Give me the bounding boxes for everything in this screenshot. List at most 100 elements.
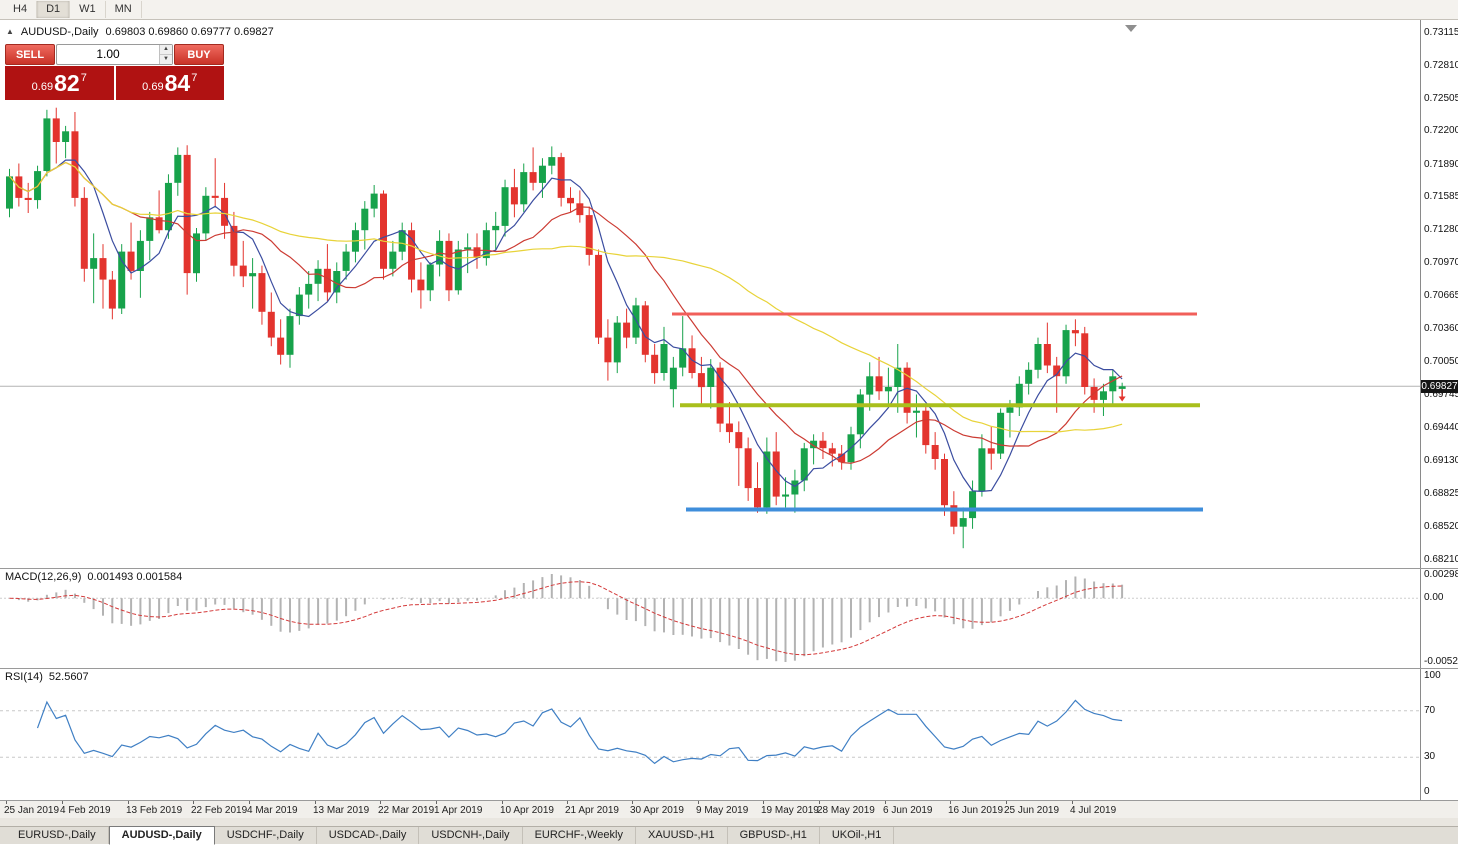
candle-body [323, 268, 331, 293]
candle-body [211, 195, 219, 198]
volume-input[interactable]: 1.00 ▲ ▼ [56, 44, 173, 65]
volume-value[interactable]: 1.00 [96, 47, 120, 61]
volume-spin-up-icon[interactable]: ▲ [160, 45, 172, 55]
candle-body [118, 251, 126, 309]
y-axis-label: 0.72200 [1424, 125, 1458, 136]
candle-body [1006, 407, 1014, 413]
chart-tab-xauusd-h1[interactable]: XAUUSD-,H1 [636, 827, 728, 844]
timeframe-button-mn[interactable]: MN [106, 1, 142, 18]
macd-name: MACD(12,26,9) [5, 571, 82, 583]
macd-signal-line [9, 581, 1123, 656]
x-axis-tick [502, 801, 503, 804]
y-axis-label: 0.70050 [1424, 356, 1458, 367]
time-scale[interactable]: 25 Jan 2019 4 Feb 2019 13 Feb 2019 22 Feb 2… [0, 800, 1458, 818]
candle-body [1053, 365, 1061, 377]
candle-body [482, 230, 490, 259]
chart-shift-icon[interactable] [1125, 25, 1137, 32]
candle-body [492, 225, 500, 231]
rsi-panel-canvas[interactable] [0, 668, 1420, 800]
x-axis-label: 25 Jan 2019 [4, 805, 60, 816]
x-axis-tick [436, 801, 437, 804]
candle-body [791, 480, 799, 495]
candle-body [987, 448, 995, 454]
one-click-trading-panel: SELL 1.00 ▲ ▼ BUY 0.69 82 7 0.69 84 7 [5, 44, 224, 100]
candle-body [174, 154, 182, 183]
candle-body [1071, 330, 1079, 334]
timeframe-button-w1[interactable]: W1 [70, 1, 106, 18]
sell-price-box[interactable]: 0.69 82 7 [5, 66, 114, 100]
panel-separator-macd[interactable] [0, 568, 1458, 569]
sell-button[interactable]: SELL [5, 44, 55, 65]
y-axis-label: 0.71890 [1424, 159, 1458, 170]
x-axis-label: 22 Mar 2019 [378, 805, 435, 816]
buy-price-box[interactable]: 0.69 84 7 [115, 66, 224, 100]
candle-body [239, 265, 247, 277]
candle-body [679, 348, 687, 368]
candle-body [800, 448, 808, 481]
chart-tab-usdcnh-daily[interactable]: USDCNH-,Daily [419, 827, 523, 844]
candle-body [1034, 344, 1042, 370]
chart-tab-usdcad-daily[interactable]: USDCAD-,Daily [317, 827, 420, 844]
ma-line-14 [9, 161, 1123, 464]
x-axis-label: 9 May 2019 [696, 805, 749, 816]
candle-body [754, 488, 761, 508]
x-axis-tick [698, 801, 699, 804]
macd-values: 0.001493 0.001584 [87, 571, 183, 583]
candle-body [146, 217, 154, 241]
chart-tab-eurusd-daily[interactable]: EURUSD-,Daily [6, 827, 109, 844]
volume-spinner: ▲ ▼ [159, 45, 172, 64]
macd-panel-canvas[interactable] [0, 568, 1420, 668]
candle-body [464, 247, 472, 250]
candle-body [267, 311, 275, 338]
candle-body [1043, 344, 1051, 366]
candle-body [305, 283, 313, 295]
candle-body [884, 387, 892, 392]
chart-tab-usdchf-daily[interactable]: USDCHF-,Daily [215, 827, 317, 844]
candle-body [80, 197, 88, 269]
candle-body [1099, 391, 1107, 400]
x-axis-label: 4 Feb 2019 [60, 805, 111, 816]
candle-body [99, 258, 107, 280]
candle-body [669, 367, 677, 390]
candle-body [585, 215, 593, 255]
buy-button[interactable]: BUY [174, 44, 224, 65]
candle-body [342, 251, 350, 271]
rsi-scale-label: 0 [1424, 786, 1430, 797]
candle-body [43, 118, 51, 171]
candle-body [529, 172, 537, 183]
candle-body [838, 453, 846, 463]
chart-tab-ukoil-h1[interactable]: UKOil-,H1 [820, 827, 895, 844]
chart-title: ▲ AUDUSD-,Daily 0.69803 0.69860 0.69777 … [6, 26, 274, 38]
candle-body [71, 131, 79, 198]
x-axis-label: 10 Apr 2019 [500, 805, 554, 816]
chart-tab-eurchf-weekly[interactable]: EURCHF-,Weekly [523, 827, 636, 844]
price-scale[interactable]: 0.69827 0.002984 0.00 -0.005256 0.73115 0… [1420, 20, 1458, 800]
x-axis-tick [950, 801, 951, 804]
candle-body [52, 118, 60, 142]
candle-body [398, 230, 406, 252]
candle-body [903, 367, 911, 413]
volume-spin-down-icon[interactable]: ▼ [160, 55, 172, 64]
x-axis-label: 21 Apr 2019 [565, 805, 619, 816]
candle-body [426, 264, 434, 291]
candle-body [1015, 383, 1023, 408]
candle-body [623, 322, 631, 338]
candle-body [856, 394, 864, 435]
candle-body [202, 195, 210, 234]
panel-separator-rsi[interactable] [0, 668, 1458, 669]
sell-price-big: 82 [54, 70, 80, 96]
candle-body [959, 518, 967, 527]
one-click-collapse-icon[interactable]: ▲ [6, 27, 14, 36]
timeframe-button-h4[interactable]: H4 [4, 1, 38, 18]
main-chart-canvas[interactable] [0, 20, 1420, 568]
timeframe-button-d1[interactable]: D1 [37, 1, 71, 18]
chart-window: ▲ AUDUSD-,Daily 0.69803 0.69860 0.69777 … [0, 20, 1458, 826]
chart-tab-gbpusd-h1[interactable]: GBPUSD-,H1 [728, 827, 820, 844]
candle-body [249, 273, 257, 277]
chart-tab-audusd-daily[interactable]: AUDUSD-,Daily [108, 826, 215, 845]
sell-price-sup: 7 [80, 72, 87, 84]
candle-body [90, 258, 98, 269]
candle-body [380, 193, 387, 269]
x-axis-label: 4 Jul 2019 [1070, 805, 1117, 816]
candle-body [221, 197, 229, 226]
